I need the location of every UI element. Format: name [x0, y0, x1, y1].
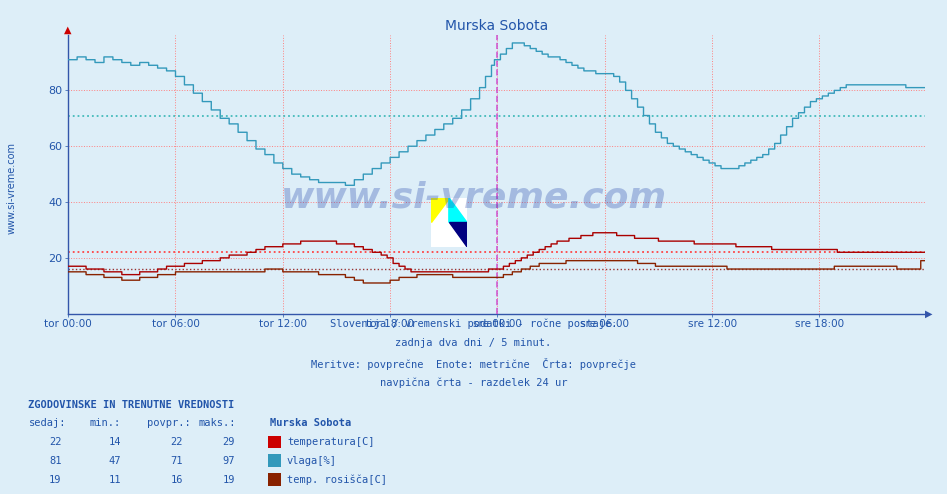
Text: 81: 81 [49, 456, 62, 466]
Polygon shape [431, 198, 449, 222]
Text: 71: 71 [170, 456, 183, 466]
Text: www.si-vreme.com: www.si-vreme.com [280, 181, 667, 214]
Text: 16: 16 [170, 475, 183, 485]
Text: ▲: ▲ [64, 25, 72, 35]
Text: 47: 47 [109, 456, 121, 466]
Text: navpična črta - razdelek 24 ur: navpična črta - razdelek 24 ur [380, 378, 567, 388]
Polygon shape [449, 198, 467, 222]
Text: zadnja dva dni / 5 minut.: zadnja dva dni / 5 minut. [396, 338, 551, 348]
Text: vlaga[%]: vlaga[%] [287, 456, 337, 466]
Text: 11: 11 [109, 475, 121, 485]
Text: ▶: ▶ [925, 309, 933, 319]
Text: 19: 19 [223, 475, 235, 485]
Text: povpr.:: povpr.: [147, 418, 190, 428]
Text: Slovenija / vremenski podatki - ročne postaje.: Slovenija / vremenski podatki - ročne po… [330, 319, 617, 329]
Text: www.si-vreme.com: www.si-vreme.com [7, 142, 16, 234]
Polygon shape [449, 222, 467, 247]
Text: 97: 97 [223, 456, 235, 466]
Text: sedaj:: sedaj: [28, 418, 66, 428]
Text: temperatura[C]: temperatura[C] [287, 437, 374, 447]
Text: 14: 14 [109, 437, 121, 447]
Title: Murska Sobota: Murska Sobota [445, 19, 548, 34]
Text: 29: 29 [223, 437, 235, 447]
Text: 19: 19 [49, 475, 62, 485]
Text: Meritve: povprečne  Enote: metrične  Črta: povprečje: Meritve: povprečne Enote: metrične Črta:… [311, 358, 636, 370]
Text: maks.:: maks.: [199, 418, 237, 428]
Text: 22: 22 [49, 437, 62, 447]
Text: Murska Sobota: Murska Sobota [270, 418, 351, 428]
Text: temp. rosišča[C]: temp. rosišča[C] [287, 474, 387, 485]
Text: 22: 22 [170, 437, 183, 447]
Text: min.:: min.: [90, 418, 121, 428]
Text: ZGODOVINSKE IN TRENUTNE VREDNOSTI: ZGODOVINSKE IN TRENUTNE VREDNOSTI [28, 400, 235, 410]
